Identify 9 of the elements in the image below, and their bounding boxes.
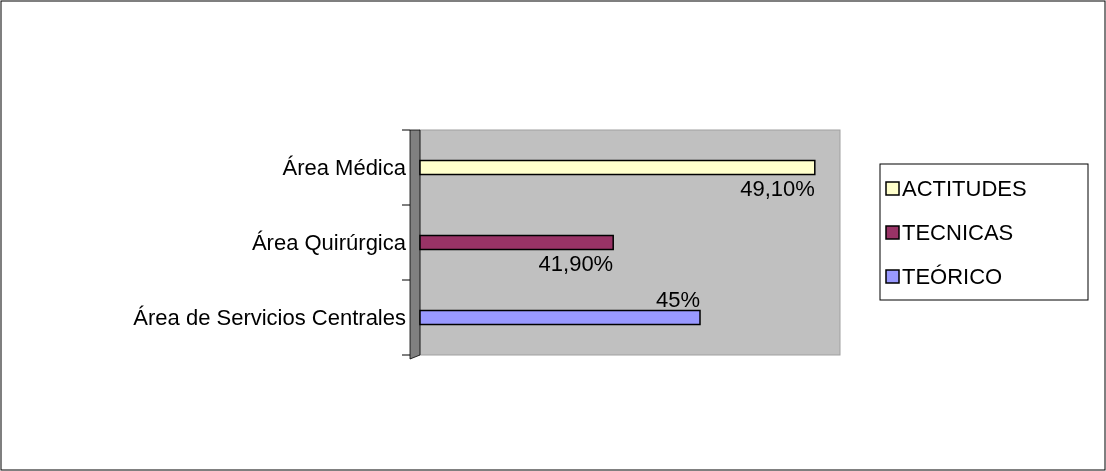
data-label: 45% — [655, 286, 700, 312]
legend-label: TECNICAS — [902, 220, 1014, 245]
y-tick-label: Área de Servicios Centrales — [133, 304, 406, 330]
data-label: 49,10% — [740, 175, 815, 201]
legend-label: ACTITUDES — [902, 176, 1027, 201]
legend-label: TEÓRICO — [902, 264, 1003, 289]
y-tick-label: Área Quirúrgica — [251, 229, 407, 255]
data-label: 41,90% — [538, 250, 614, 276]
y-tick-label: Área Médica — [282, 154, 407, 180]
